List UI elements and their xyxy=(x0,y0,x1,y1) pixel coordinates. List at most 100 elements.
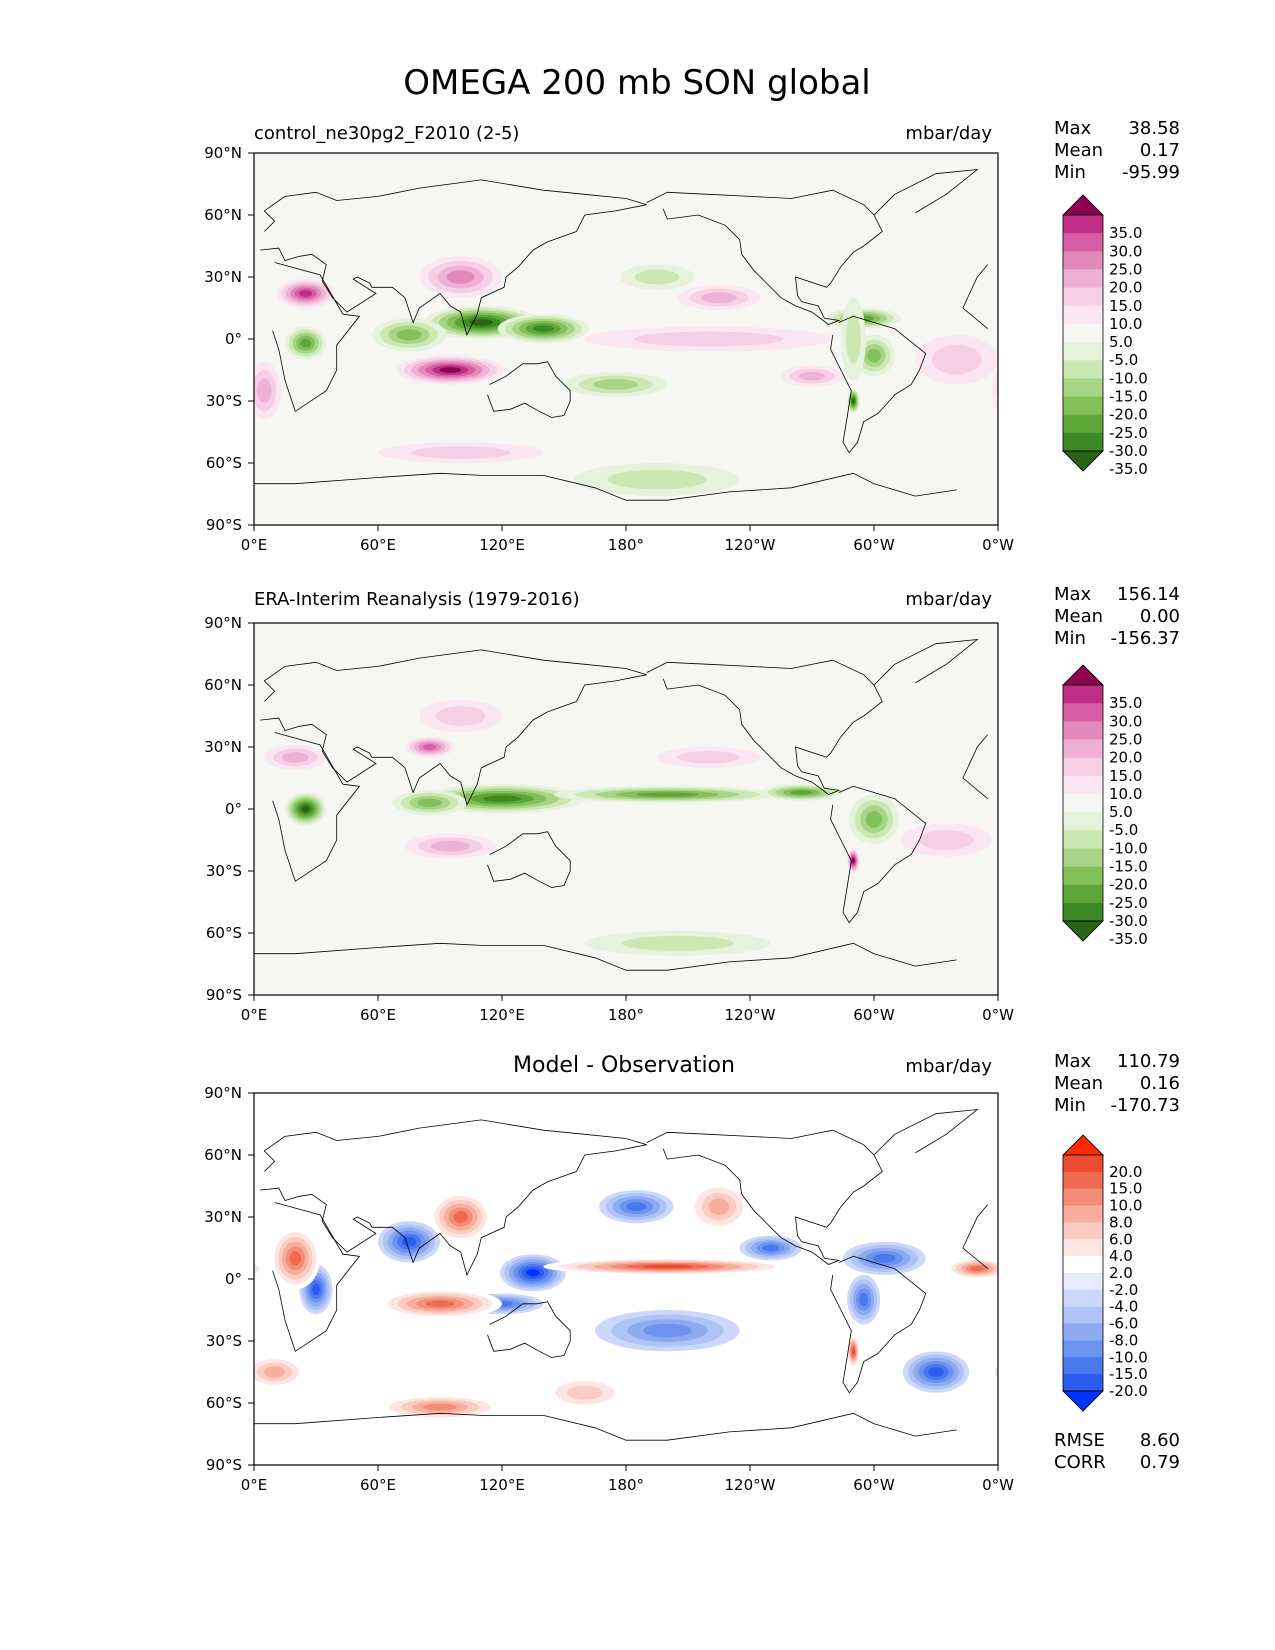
stat-label-mean: Mean xyxy=(1054,140,1103,161)
lon-tick-label: 180° xyxy=(608,1006,644,1024)
colorbar-bin xyxy=(1063,1239,1103,1257)
contour-fill xyxy=(762,1244,780,1252)
stat-value-mean: 0.16 xyxy=(1140,1073,1180,1094)
lon-tick-label: 0°E xyxy=(241,1476,268,1494)
contour-fill xyxy=(852,398,855,404)
metric-value-corr: 0.79 xyxy=(1140,1452,1180,1473)
colorbar-bin xyxy=(1063,432,1103,452)
stat-value-mean: 0.00 xyxy=(1140,606,1180,627)
contour-fill xyxy=(867,348,881,363)
lat-tick-label: 0° xyxy=(225,330,242,348)
contour-fill xyxy=(642,1264,693,1269)
coastline xyxy=(873,1108,979,1156)
map-plot xyxy=(253,152,999,526)
lon-tick-label: 120°W xyxy=(725,1006,776,1024)
coastline xyxy=(873,638,979,686)
lat-tick-label: 30°N xyxy=(204,1208,242,1226)
coastline xyxy=(260,179,647,337)
panel-units: mbar/day xyxy=(905,1056,992,1077)
metric-label-rmse: RMSE xyxy=(1054,1430,1105,1451)
colorbar-extend-min xyxy=(1062,450,1104,472)
contour-fill xyxy=(634,269,680,285)
contour-fill xyxy=(859,1292,869,1307)
stat-label-mean: Mean xyxy=(1054,1073,1103,1094)
contour-fill xyxy=(790,790,813,795)
contour-fill xyxy=(435,706,486,726)
contour-fill xyxy=(994,1365,998,1379)
contour-fill xyxy=(996,380,998,401)
contour-fill xyxy=(798,371,826,381)
contour-fill xyxy=(636,792,699,797)
colorbar-tick-label: 2.0 xyxy=(1109,1264,1133,1282)
coastline xyxy=(272,1202,361,1352)
contour-fill xyxy=(919,830,974,850)
contour-fill xyxy=(298,290,313,297)
colorbar-tick-label: -20.0 xyxy=(1109,1382,1148,1400)
colorbar-bin xyxy=(1063,360,1103,379)
contour-fill xyxy=(411,446,511,459)
field-layer xyxy=(254,623,998,995)
panel-obs: ERA-Interim Reanalysis (1979-2016) mbar/… xyxy=(204,584,1180,1024)
colorbar-tick-label: -20.0 xyxy=(1109,406,1148,424)
lon-tick-label: 180° xyxy=(608,536,644,554)
colorbar-tick-label: -35.0 xyxy=(1109,930,1148,948)
colorbar-bin xyxy=(1063,703,1103,722)
lat-tick-label: 30°S xyxy=(206,392,242,410)
panel-model: control_ne30pg2_F2010 (2-5) mbar/day Max… xyxy=(204,118,1180,554)
contour-fill xyxy=(417,798,443,807)
contour-fill xyxy=(282,752,309,763)
lon-tick-label: 120°E xyxy=(479,1006,525,1024)
colorbar-tick-label: -30.0 xyxy=(1109,442,1148,460)
lon-tick-label: 120°E xyxy=(479,1476,525,1494)
colorbar-bin xyxy=(1063,251,1103,270)
contour-fill xyxy=(254,1263,260,1275)
colorbar-bin xyxy=(1063,793,1103,813)
contour-fill xyxy=(593,379,638,390)
stat-value-max: 38.58 xyxy=(1128,118,1180,139)
coastline xyxy=(487,831,571,888)
lat-tick-label: 0° xyxy=(225,800,242,818)
colorbar-tick-label: 15.0 xyxy=(1109,1180,1142,1198)
coastline xyxy=(272,262,361,412)
colorbar-tick-label: -15.0 xyxy=(1109,858,1148,876)
colorbar-bin xyxy=(1063,414,1103,434)
lat-tick-label: 90°S xyxy=(206,1456,242,1474)
colorbar-tick-label: 25.0 xyxy=(1109,730,1142,748)
contour-fill xyxy=(987,1359,998,1385)
colorbar: 35.030.025.020.015.010.05.0-5.0-10.0-15.… xyxy=(1062,194,1148,478)
colorbar-tick-label: 5.0 xyxy=(1109,803,1133,821)
lon-tick-label: 120°W xyxy=(725,1476,776,1494)
stat-value-min: -170.73 xyxy=(1111,1095,1180,1116)
colorbar-tick-label: 5.0 xyxy=(1109,333,1133,351)
colorbar-tick-label: 35.0 xyxy=(1109,694,1142,712)
contour-fill xyxy=(425,1300,455,1308)
colorbar-tick-label: 8.0 xyxy=(1109,1213,1133,1231)
colorbar-tick-label: -10.0 xyxy=(1109,369,1148,387)
colorbar-bin xyxy=(1063,830,1103,849)
coastline xyxy=(254,1412,957,1441)
colorbar-bin xyxy=(1063,215,1103,234)
axis-ticks: 0°E 60°E 120°E 180° 120°W 60°W 0°W 90°N 60°N 30°N… xyxy=(204,144,1014,554)
colorbar: 20.015.010.08.06.04.02.0-2.0-4.0-6.0-8.0… xyxy=(1062,1134,1148,1412)
colorbar-extend-min xyxy=(1062,920,1104,942)
axis-ticks: 0°E 60°E 120°E 180° 120°W 60°W 0°W 90°N 60°N 30°N… xyxy=(204,1084,1014,1494)
colorbar-bin xyxy=(1063,866,1103,886)
colorbar-bin xyxy=(1063,287,1103,307)
metric-value-rmse: 8.60 xyxy=(1140,1430,1180,1451)
contour-fill xyxy=(643,1323,692,1338)
stat-label-max: Max xyxy=(1054,1051,1092,1072)
colorbar-extend-max xyxy=(1062,194,1104,216)
coastline xyxy=(962,734,989,800)
colorbar-bin xyxy=(1063,1188,1103,1207)
contour-fill xyxy=(928,1367,944,1377)
lon-tick-label: 0°W xyxy=(982,1006,1014,1024)
contour-fill xyxy=(401,1237,417,1247)
contour-fill xyxy=(289,1251,302,1266)
lat-tick-label: 0° xyxy=(225,1270,242,1288)
colorbar-bin xyxy=(1063,233,1103,252)
colorbar-bin xyxy=(1063,1357,1103,1375)
coastline xyxy=(830,785,927,924)
colorbar-tick-label: -15.0 xyxy=(1109,388,1148,406)
colorbar-tick-label: 6.0 xyxy=(1109,1230,1133,1248)
